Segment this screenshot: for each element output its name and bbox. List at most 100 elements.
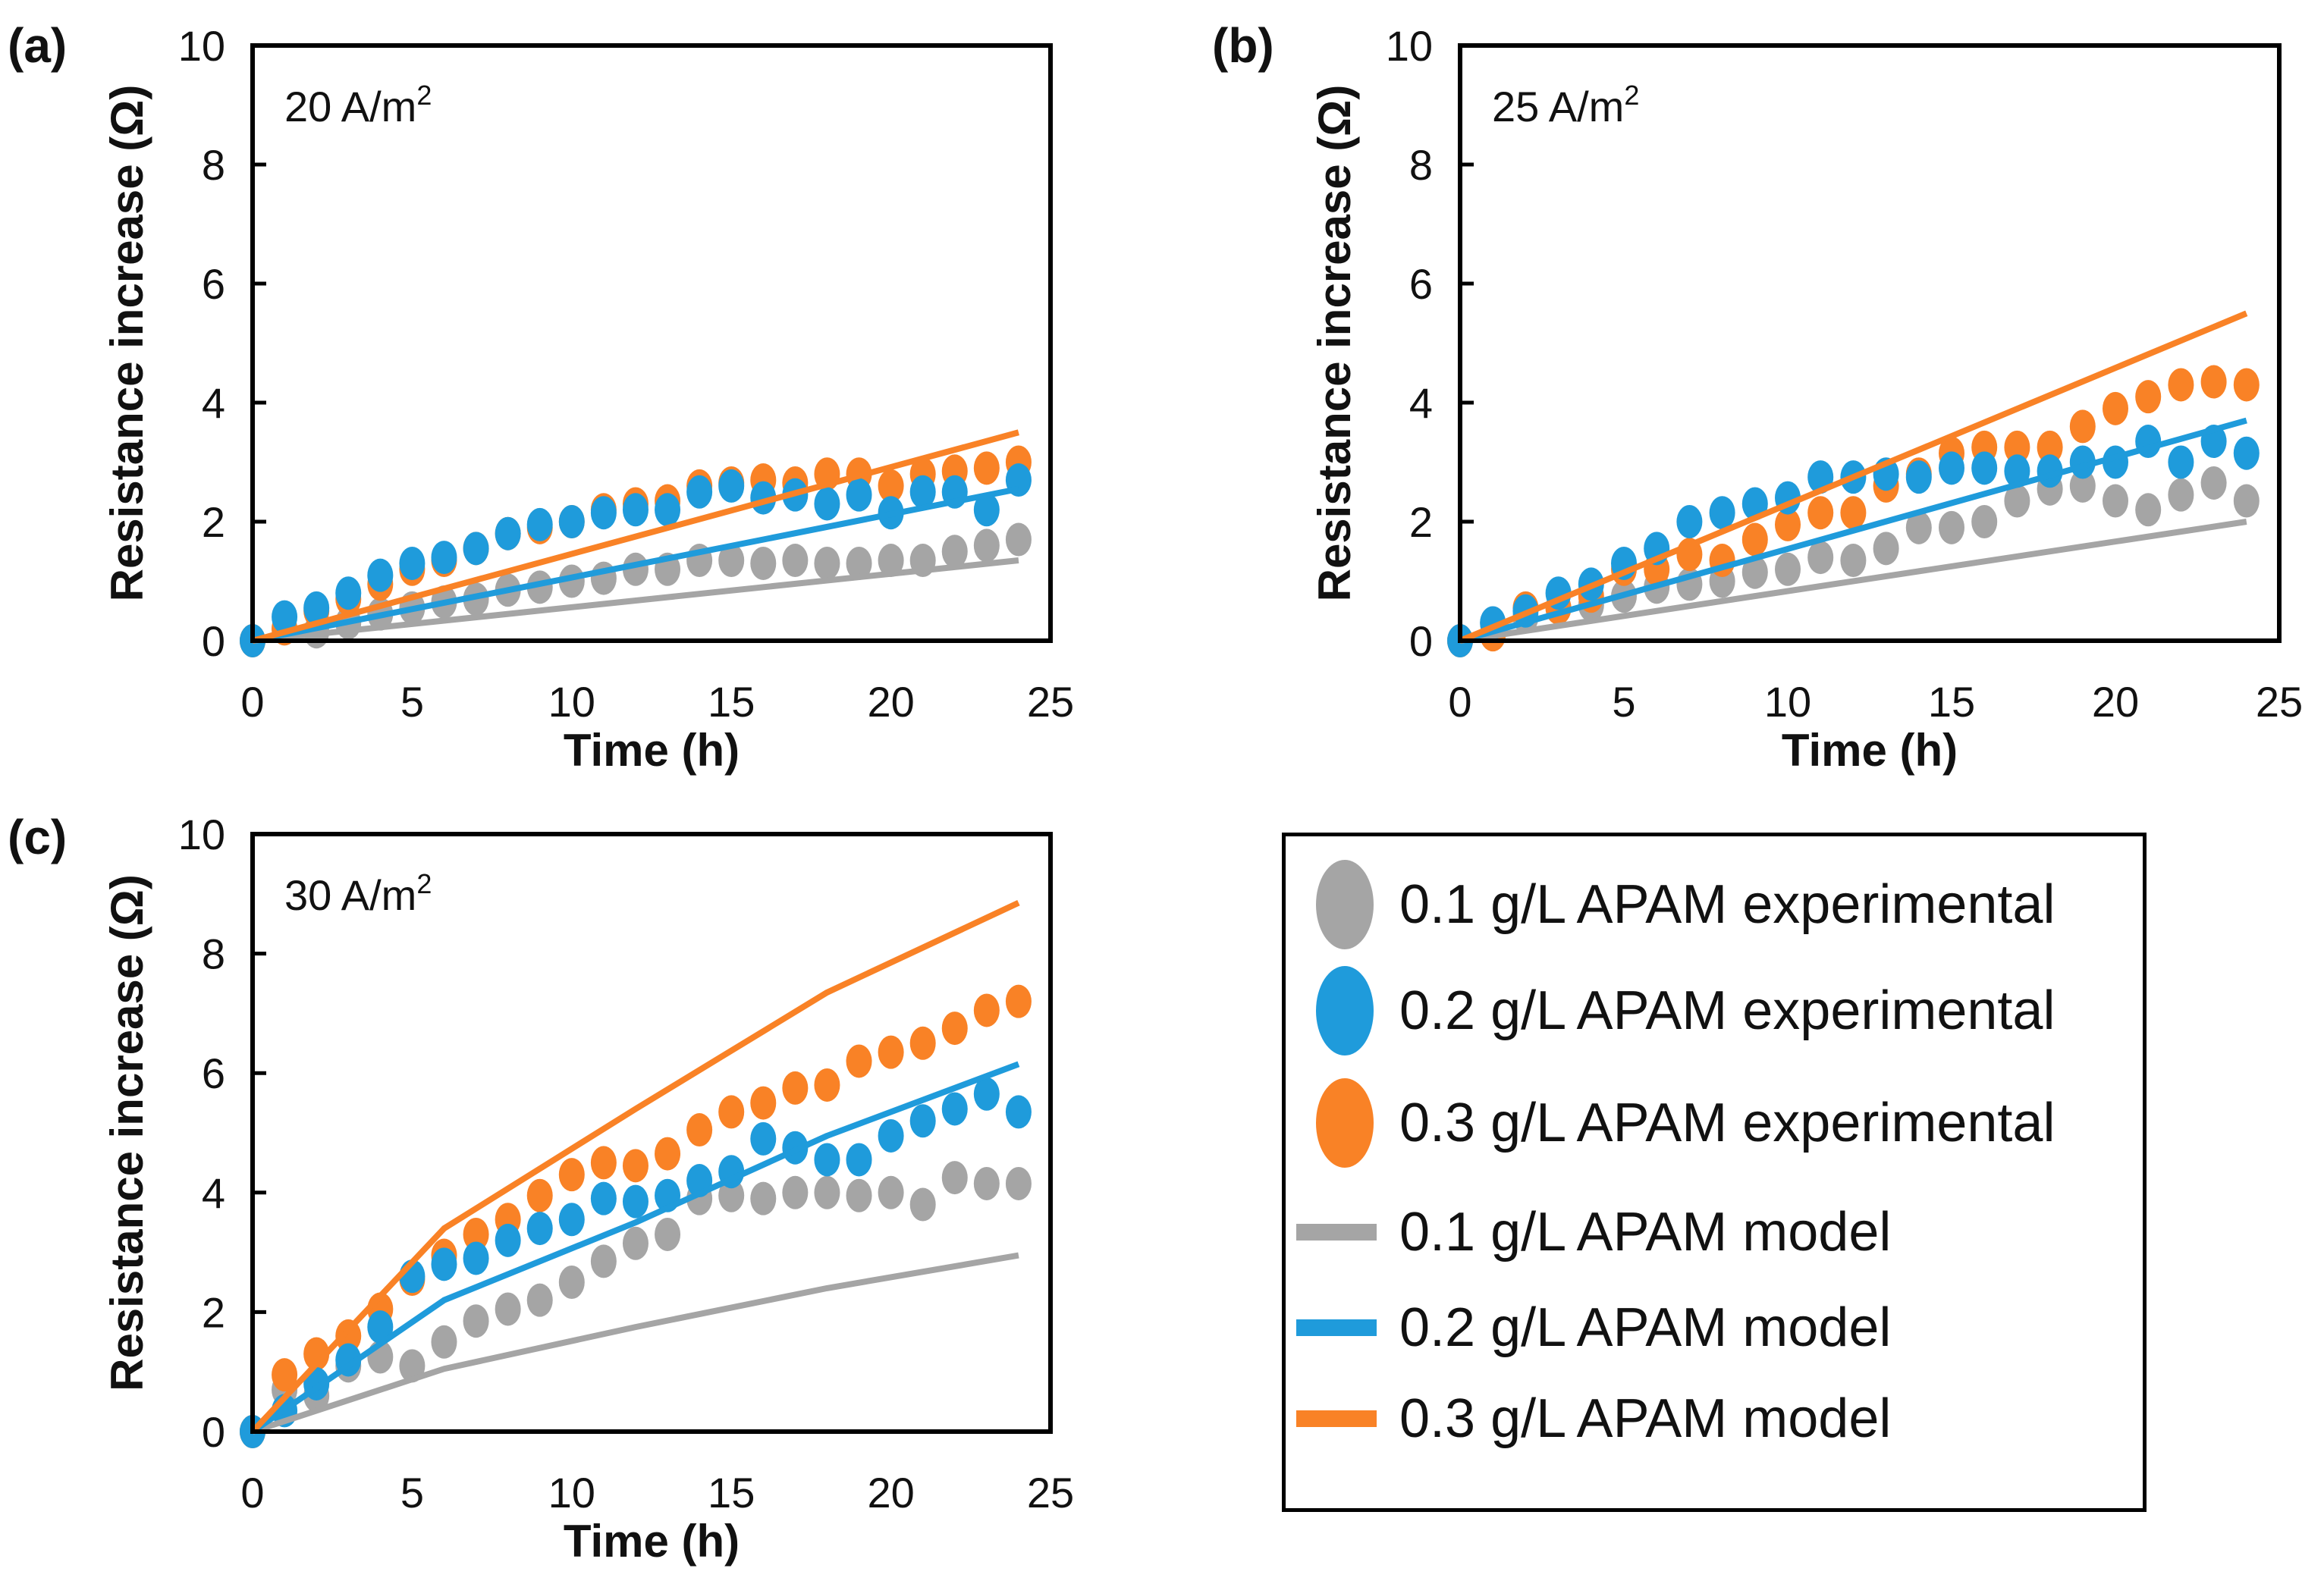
data-point [1807,541,1834,575]
data-point [558,564,585,598]
data-point [590,1244,617,1278]
data-point [526,1178,553,1212]
legend-marker-line [1296,1224,1377,1241]
legend-label: 0.1 g/L APAM experimental [1399,874,2055,935]
panel-c: (c) Resistance increase (Ω) Time (h) 30 … [8,810,1074,1567]
x-tick-label: 5 [400,1469,424,1517]
data-point [1005,522,1032,557]
legend-label: 0.3 g/L APAM model [1399,1388,1892,1449]
x-axis-label: Time (h) [564,725,740,776]
data-point [782,1071,809,1105]
legend-marker-dot [1316,966,1374,1055]
data-point [2233,436,2260,470]
data-point [718,469,745,503]
data-point [846,478,872,512]
data-point [941,1161,968,1195]
data-point [2233,484,2260,518]
y-tick-label: 0 [202,1408,225,1456]
data-point [1840,496,1867,530]
data-point [1775,552,1801,586]
x-tick-label: 5 [1612,678,1635,726]
data-point [846,1178,872,1212]
data-point [973,1166,1000,1200]
data-point [2004,430,2030,464]
data-point [558,1158,585,1192]
data-point [878,469,904,503]
data-point [878,1118,904,1153]
panel-b: (b) Resistance increase (Ω) Time (h) 25 … [1212,18,2303,776]
y-tick-label: 10 [178,22,225,70]
data-point [1005,1166,1032,1200]
model-line [251,429,1019,644]
data-point [718,544,745,578]
data-point [655,1137,681,1171]
current-density-annotation: 25 A/m2 [1492,80,1639,130]
data-point [2135,380,2162,414]
data-point [558,505,585,538]
legend-marker-line [1296,1410,1377,1427]
data-point [526,570,553,604]
data-point [463,1217,489,1251]
model-line [1459,519,2247,644]
x-axis-label: Time (h) [564,1516,740,1567]
data-point [941,535,968,569]
x-tick-label: 5 [400,678,424,726]
x-tick-label: 25 [2256,678,2303,726]
legend-label: 0.3 g/L APAM experimental [1399,1093,2055,1153]
x-tick-label: 25 [1027,678,1074,726]
current-density-annotation: 30 A/m2 [284,868,432,919]
y-axis-label: Resistance increase (Ω) [1309,85,1360,602]
data-point [1873,532,1899,566]
data-point [878,1035,904,1069]
data-point [2103,484,2128,518]
legend-label: 0.1 g/L APAM model [1399,1202,1892,1262]
y-tick-label: 2 [1409,498,1433,546]
data-point [750,1121,777,1156]
plot-frame [250,43,1053,643]
data-point [399,546,426,580]
data-point [303,591,330,625]
y-tick-label: 6 [202,1049,225,1097]
data-point [622,1184,649,1219]
data-point [750,1086,777,1120]
data-point [686,475,713,509]
data-point [941,1092,968,1126]
data-point [495,516,521,550]
data-point [495,1292,521,1326]
data-point [622,493,649,527]
data-point [846,546,872,580]
panel-label: (a) [8,18,67,73]
x-tick-label: 0 [240,678,264,726]
data-point [2103,391,2128,425]
data-point [2200,466,2227,500]
data-point [718,1178,745,1212]
data-point [1939,510,1964,544]
y-tick-label: 10 [178,811,225,858]
data-point [463,1241,489,1275]
data-point [1676,505,1703,538]
y-tick-label: 4 [202,379,225,427]
data-point [1905,460,1932,494]
x-tick-label: 10 [548,1469,595,1517]
data-point [622,1149,649,1183]
panel-label: (c) [8,810,67,864]
legend-label: 0.2 g/L APAM experimental [1399,980,2055,1041]
x-tick-label: 20 [867,1469,914,1517]
data-point [2069,409,2096,444]
data-point [750,1181,777,1215]
data-point [846,1044,872,1078]
model-line [250,899,1020,1434]
model-line [252,557,1019,644]
data-point [878,544,904,578]
data-point [2004,484,2030,518]
data-point [782,1175,809,1209]
data-point [526,1283,553,1317]
data-point [1939,451,1964,485]
x-tick-label: 15 [1928,678,1975,726]
data-point [1709,496,1735,530]
data-point [335,1319,362,1353]
y-tick-label: 8 [202,141,225,189]
y-tick-label: 4 [202,1169,225,1217]
data-point [2168,445,2194,479]
